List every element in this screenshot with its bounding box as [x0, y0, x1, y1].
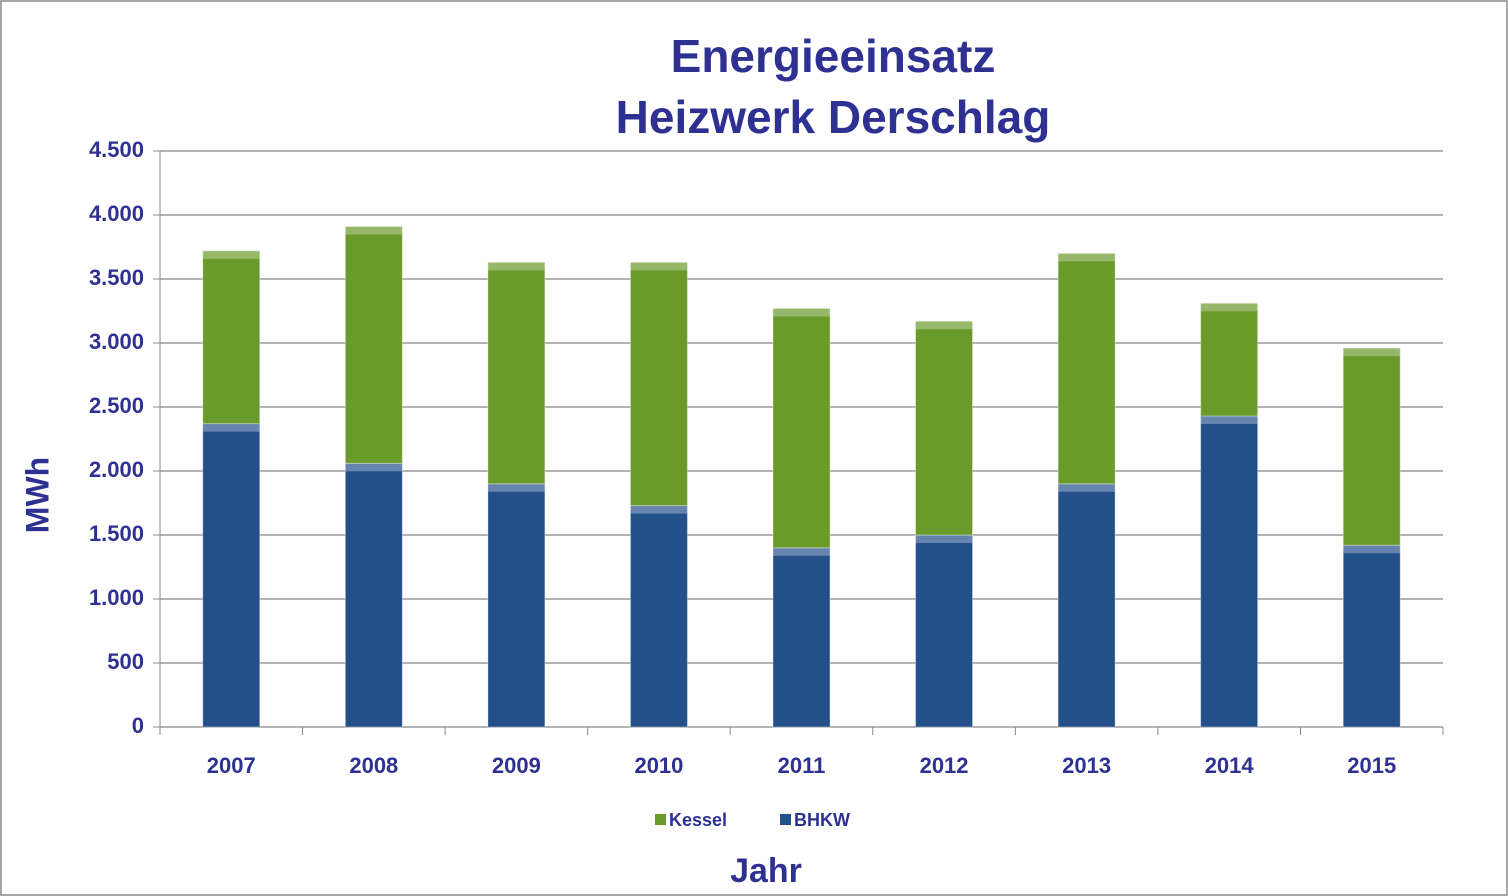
y-tick-label: 3.000	[89, 329, 144, 354]
bar-segment	[202, 423, 261, 728]
bar-cap	[1343, 348, 1401, 357]
bar-cap	[915, 535, 973, 543]
bar-cap	[202, 250, 260, 259]
legend-label: BHKW	[794, 810, 850, 830]
bar-cap	[1058, 483, 1116, 492]
y-tick-label: 2.000	[89, 457, 144, 482]
bar-cap	[630, 262, 688, 271]
chart-title: Energieeinsatz	[671, 30, 996, 82]
y-tick-label: 3.500	[89, 265, 144, 290]
x-tick-label: 2008	[349, 753, 398, 778]
x-tick-label: 2013	[1062, 753, 1111, 778]
legend-swatch	[655, 814, 666, 825]
x-tick-label: 2009	[492, 753, 541, 778]
bar-segment	[1057, 252, 1116, 485]
bar-segment	[629, 505, 688, 728]
bar-cap	[630, 505, 688, 514]
bar-segment	[1342, 347, 1401, 546]
bar-segment	[1057, 483, 1116, 728]
bar-cap	[1058, 253, 1116, 262]
bar-cap	[345, 463, 403, 472]
bar-segment	[915, 320, 974, 536]
y-tick-label: 2.500	[89, 393, 144, 418]
x-axis-label: Jahr	[730, 852, 802, 890]
y-tick-label: 1.000	[89, 585, 144, 610]
bar-segment	[772, 547, 831, 728]
bar-segment	[487, 261, 546, 485]
bar-segment	[202, 250, 261, 425]
bar-segment	[1200, 302, 1259, 417]
bar-cap	[345, 226, 403, 235]
x-tick-label: 2014	[1205, 753, 1255, 778]
bar-segment	[344, 462, 403, 728]
bar-segment	[629, 261, 688, 507]
y-tick-label: 1.500	[89, 521, 144, 546]
y-tick-label: 500	[107, 649, 144, 674]
bar-cap	[1343, 545, 1401, 554]
bar-segment	[487, 483, 546, 728]
y-tick-label: 4.500	[89, 137, 144, 162]
x-tick-label: 2011	[778, 753, 826, 778]
bar-cap	[1200, 415, 1258, 424]
legend-swatch	[780, 814, 791, 825]
legend-label: Kessel	[669, 810, 727, 830]
y-tick-label: 0	[132, 713, 144, 738]
chart-title: Heizwerk Derschlag	[616, 91, 1051, 143]
bar-segment	[915, 534, 974, 728]
bar-segment	[344, 226, 403, 464]
y-tick-label: 4.000	[89, 201, 144, 226]
bar-cap	[915, 321, 973, 330]
bar-cap	[1200, 303, 1258, 312]
bar-segment	[1342, 544, 1401, 728]
bar-segment	[772, 307, 831, 549]
bar-segment	[1200, 415, 1259, 728]
x-tick-label: 2007	[207, 753, 256, 778]
x-tick-label: 2015	[1347, 753, 1396, 778]
bar-cap	[773, 547, 830, 556]
bar-cap	[773, 308, 830, 317]
x-tick-label: 2012	[920, 753, 969, 778]
bar-cap	[202, 423, 260, 432]
y-axis-label: MWh	[19, 457, 55, 533]
x-tick-label: 2010	[634, 753, 683, 778]
bar-cap	[487, 262, 545, 271]
bar-cap	[487, 483, 545, 492]
